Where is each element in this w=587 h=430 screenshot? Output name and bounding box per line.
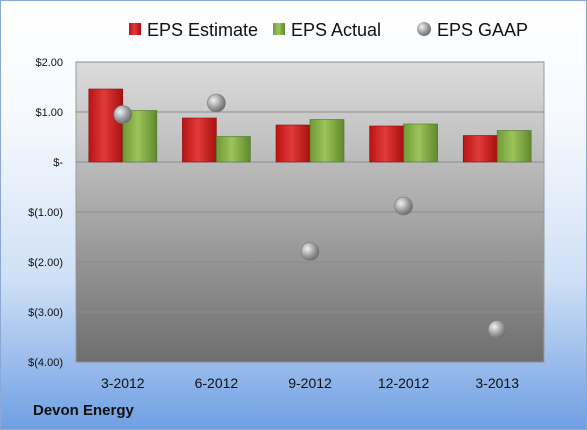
y-tick-label: $(2.00): [28, 257, 63, 269]
actual-bar: [403, 123, 438, 163]
actual-bar: [216, 136, 251, 163]
legend-swatch-gaap: [417, 22, 431, 36]
x-tick-label: 12-2012: [378, 375, 430, 391]
y-axis-ticks: $2.00 $1.00 $- $(1.00) $(2.00) $(3.00) $(4.00): [28, 57, 63, 369]
estimate-bar: [462, 135, 498, 163]
legend-label-estimate: EPS Estimate: [147, 20, 258, 40]
y-tick-label: $(1.00): [28, 207, 63, 219]
legend-label-gaap: EPS GAAP: [437, 20, 528, 40]
legend: EPS Estimate EPS Actual EPS GAAP: [129, 20, 528, 40]
bars: [88, 88, 532, 163]
actual-bar: [309, 119, 345, 163]
gaap-marker: [394, 196, 413, 216]
y-tick-label: $2.00: [35, 57, 63, 69]
y-tick-label: $(4.00): [28, 357, 63, 369]
x-axis-ticks: 3-2012 6-2012 9-2012 12-2012 3-2013: [101, 375, 519, 391]
legend-swatch-actual: [273, 23, 285, 35]
actual-bar: [496, 130, 532, 163]
y-tick-label: $(3.00): [28, 307, 63, 319]
x-tick-label: 3-2012: [101, 375, 145, 391]
gaap-marker: [487, 320, 507, 339]
gaap-marker: [207, 93, 226, 113]
company-name: Devon Energy: [33, 402, 134, 419]
estimate-bar: [88, 88, 124, 163]
y-tick-label: $1.00: [35, 107, 63, 119]
legend-swatch-estimate: [129, 23, 141, 35]
gaap-markers: [113, 93, 507, 339]
legend-label-actual: EPS Actual: [291, 20, 381, 40]
x-tick-label: 9-2012: [288, 375, 332, 391]
estimate-bar: [369, 125, 404, 163]
gaap-marker: [300, 242, 320, 261]
gaap-marker: [113, 105, 133, 124]
x-tick-label: 3-2013: [475, 375, 519, 391]
estimate-bar: [275, 124, 311, 163]
estimate-bar: [182, 117, 217, 163]
y-tick-label: $-: [53, 157, 63, 169]
x-tick-label: 6-2012: [195, 375, 239, 391]
